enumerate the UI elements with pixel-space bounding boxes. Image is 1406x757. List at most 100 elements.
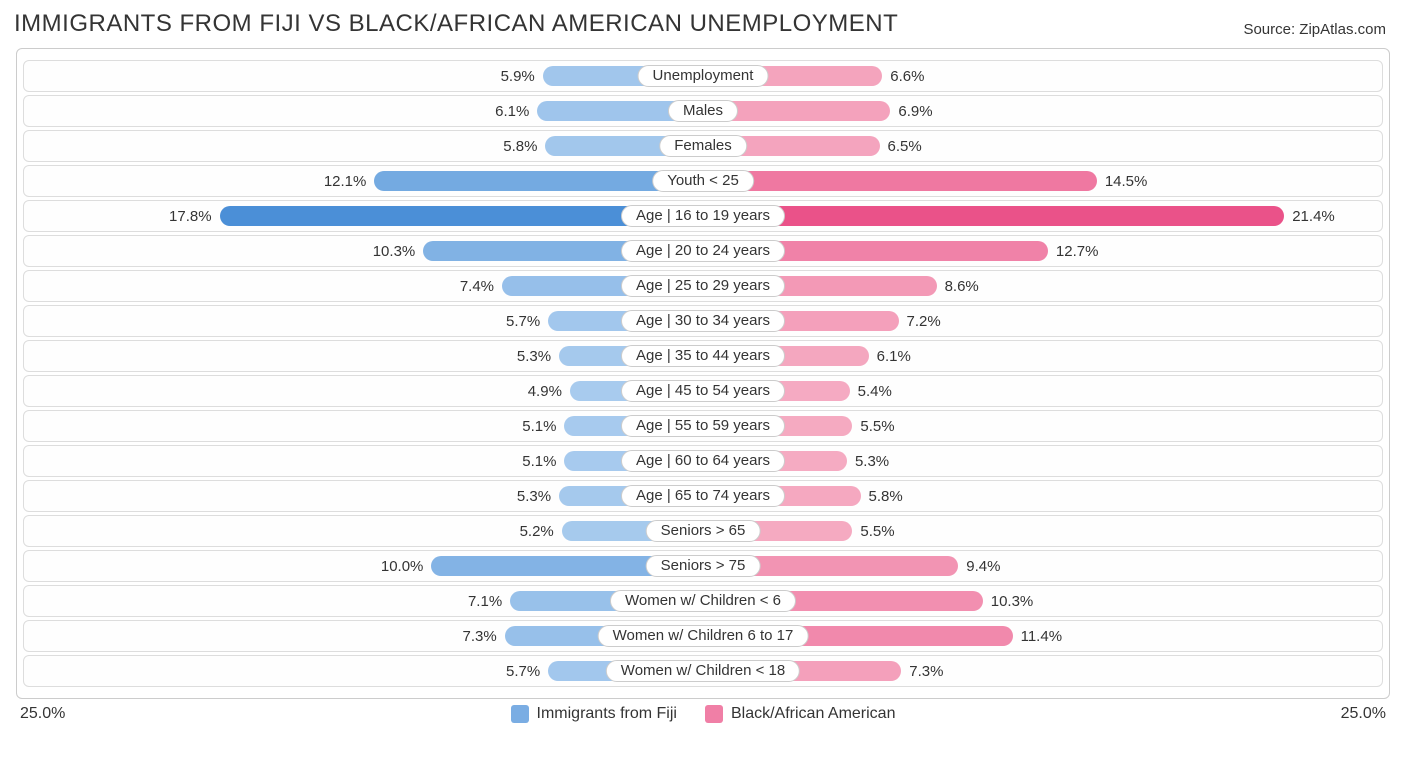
chart-body: 5.9%6.6%Unemployment6.1%6.9%Males5.8%6.5…: [16, 48, 1390, 699]
chart-row: 12.1% 14.5% Youth < 25: [23, 165, 1383, 197]
left-half: 5.3%: [24, 481, 703, 511]
chart-row: 7.4%8.6%Age | 25 to 29 years: [23, 270, 1383, 302]
left-value: 7.1%: [460, 593, 510, 610]
left-half: 7.4%: [24, 271, 703, 301]
right-half: 5.4%: [703, 376, 1382, 406]
right-half: 12.7%: [703, 236, 1382, 266]
row-category-label: Women w/ Children < 18: [606, 660, 800, 682]
left-half: 17.8%: [24, 201, 703, 231]
right-half: 14.5%: [703, 166, 1382, 196]
row-category-label: Women w/ Children 6 to 17: [598, 625, 809, 647]
right-value: 5.3%: [847, 453, 897, 470]
chart-row: 10.3% 12.7%Age | 20 to 24 years: [23, 235, 1383, 267]
left-value: 5.7%: [498, 663, 548, 680]
left-half: 5.7%: [24, 656, 703, 686]
row-category-label: Seniors > 65: [646, 520, 761, 542]
right-half: 10.3%: [703, 586, 1382, 616]
chart-row: 17.8% 21.4% Age | 16 to 19 years: [23, 200, 1383, 232]
right-half: 9.4%: [703, 551, 1382, 581]
row-category-label: Age | 20 to 24 years: [621, 240, 785, 262]
left-half: 6.1%: [24, 96, 703, 126]
chart-row: 5.1% 5.5% Age | 55 to 59 years: [23, 410, 1383, 442]
right-bar: [703, 206, 1284, 226]
row-category-label: Age | 60 to 64 years: [621, 450, 785, 472]
legend-swatch-right: [705, 705, 723, 723]
row-category-label: Seniors > 75: [646, 555, 761, 577]
left-half: 5.7%: [24, 306, 703, 336]
left-value: 5.3%: [509, 348, 559, 365]
right-value: 6.1%: [869, 348, 919, 365]
row-category-label: Age | 65 to 74 years: [621, 485, 785, 507]
left-half: 4.9%: [24, 376, 703, 406]
left-value: 10.3%: [365, 243, 424, 260]
left-half: 5.3%: [24, 341, 703, 371]
left-half: 10.0%: [24, 551, 703, 581]
right-value: 8.6%: [937, 278, 987, 295]
left-value: 6.1%: [487, 103, 537, 120]
left-value: 5.1%: [514, 453, 564, 470]
left-half: 12.1%: [24, 166, 703, 196]
right-value: 5.4%: [850, 383, 900, 400]
right-half: 5.5%: [703, 516, 1382, 546]
right-value: 7.2%: [899, 313, 949, 330]
chart-row: 5.3% 6.1% Age | 35 to 44 years: [23, 340, 1383, 372]
right-value: 11.4%: [1013, 628, 1070, 645]
row-category-label: Youth < 25: [652, 170, 754, 192]
left-value: 4.9%: [520, 383, 570, 400]
right-half: 6.9%: [703, 96, 1382, 126]
right-value: 7.3%: [901, 663, 951, 680]
left-value: 5.3%: [509, 488, 559, 505]
right-half: 5.3%: [703, 446, 1382, 476]
left-half: 5.1%: [24, 446, 703, 476]
chart-source: Source: ZipAtlas.com: [1243, 21, 1386, 38]
chart-row: 5.7% 7.3% Women w/ Children < 18: [23, 655, 1383, 687]
chart-title: IMMIGRANTS FROM FIJI VS BLACK/AFRICAN AM…: [14, 10, 898, 38]
row-category-label: Age | 30 to 34 years: [621, 310, 785, 332]
right-half: 6.6%: [703, 61, 1382, 91]
chart-row: 5.7% 7.2% Age | 30 to 34 years: [23, 305, 1383, 337]
left-half: 5.8%: [24, 131, 703, 161]
row-category-label: Age | 55 to 59 years: [621, 415, 785, 437]
row-category-label: Age | 16 to 19 years: [621, 205, 785, 227]
axis-max-right: 25.0%: [1341, 705, 1386, 723]
chart-row: 5.2% 5.5% Seniors > 65: [23, 515, 1383, 547]
left-value: 7.4%: [452, 278, 502, 295]
chart-row: 5.9%6.6%Unemployment: [23, 60, 1383, 92]
left-value: 5.1%: [514, 418, 564, 435]
chart-row: 4.9% 5.4% Age | 45 to 54 years: [23, 375, 1383, 407]
chart-header: IMMIGRANTS FROM FIJI VS BLACK/AFRICAN AM…: [0, 0, 1406, 42]
right-half: 21.4%: [703, 201, 1382, 231]
chart-row: 7.3% 11.4% Women w/ Children 6 to 17: [23, 620, 1383, 652]
row-category-label: Age | 45 to 54 years: [621, 380, 785, 402]
right-half: 5.8%: [703, 481, 1382, 511]
row-category-label: Males: [668, 100, 738, 122]
right-value: 5.5%: [852, 418, 902, 435]
left-value: 5.7%: [498, 313, 548, 330]
chart-row: 5.8%6.5%Females: [23, 130, 1383, 162]
chart-row: 6.1% 6.9% Males: [23, 95, 1383, 127]
right-half: 7.3%: [703, 656, 1382, 686]
right-value: 10.3%: [983, 593, 1042, 610]
right-value: 14.5%: [1097, 173, 1156, 190]
right-half: 5.5%: [703, 411, 1382, 441]
right-value: 6.5%: [880, 138, 930, 155]
left-value: 5.9%: [493, 68, 543, 85]
right-value: 21.4%: [1284, 208, 1343, 225]
chart-row: 5.1% 5.3% Age | 60 to 64 years: [23, 445, 1383, 477]
row-category-label: Age | 35 to 44 years: [621, 345, 785, 367]
chart-row: 7.1%10.3%Women w/ Children < 6: [23, 585, 1383, 617]
right-value: 6.9%: [890, 103, 940, 120]
right-half: 7.2%: [703, 306, 1382, 336]
axis-max-left: 25.0%: [20, 705, 65, 723]
legend-item-left: Immigrants from Fiji: [511, 705, 677, 723]
legend: Immigrants from Fiji Black/African Ameri…: [511, 705, 896, 723]
left-value: 12.1%: [316, 173, 375, 190]
legend-label-right: Black/African American: [731, 705, 896, 723]
right-value: 5.5%: [852, 523, 902, 540]
left-value: 5.8%: [495, 138, 545, 155]
left-half: 7.1%: [24, 586, 703, 616]
left-half: 5.2%: [24, 516, 703, 546]
right-value: 6.6%: [882, 68, 932, 85]
right-value: 5.8%: [861, 488, 911, 505]
left-value: 7.3%: [455, 628, 505, 645]
